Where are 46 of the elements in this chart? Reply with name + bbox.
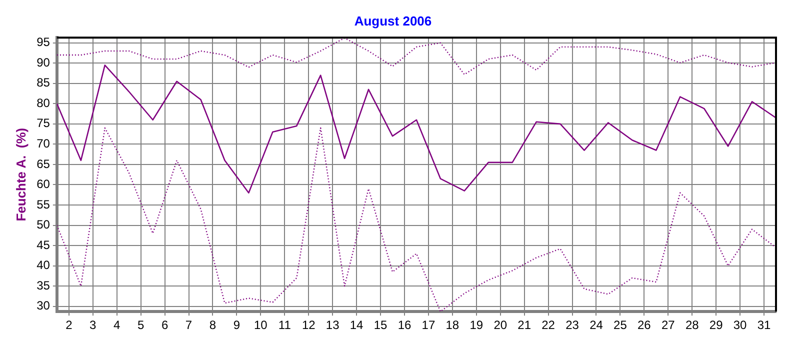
- x-tick-label: 11: [278, 318, 292, 332]
- x-tick-label: 19: [470, 318, 484, 332]
- x-tick-label: 5: [137, 318, 144, 332]
- x-tick-label: 9: [233, 318, 240, 332]
- y-tick-label: 85: [36, 76, 50, 90]
- chart-title: August 2006: [354, 13, 432, 28]
- y-tick-label: 60: [36, 177, 50, 192]
- y-tick-label: 40: [36, 258, 50, 272]
- x-tick-label: 25: [614, 318, 628, 332]
- y-tick-label: 65: [36, 156, 50, 171]
- x-tick-label: 14: [350, 318, 364, 332]
- x-tick-label: 2: [66, 318, 73, 332]
- y-tick-label: 35: [36, 278, 50, 292]
- x-tick-label: 4: [114, 318, 121, 332]
- y-tick-label: 30: [36, 298, 50, 313]
- y-tick-label: 80: [36, 96, 50, 110]
- x-tick-label: 29: [709, 318, 724, 332]
- x-tick-label: 22: [542, 318, 556, 332]
- x-tick-label: 16: [398, 318, 412, 332]
- y-tick-label: 55: [36, 197, 50, 212]
- x-tick-label: 7: [185, 318, 192, 332]
- y-axis-title: Feuchte A. (%): [13, 128, 28, 222]
- y-tick-label: 90: [36, 55, 50, 70]
- x-tick-label: 13: [326, 318, 340, 332]
- x-tick-label: 30: [733, 318, 748, 332]
- x-tick-label: 23: [566, 318, 580, 332]
- x-tick-label: 21: [518, 318, 532, 332]
- x-tick-label: 12: [302, 318, 316, 332]
- x-tick-label: 17: [422, 318, 436, 332]
- x-tick-label: 26: [637, 318, 652, 332]
- x-tick-label: 24: [590, 318, 604, 332]
- x-tick-label: 6: [161, 318, 168, 332]
- x-tick-label: 20: [494, 318, 508, 332]
- x-tick-label: 8: [209, 318, 216, 332]
- y-tick-label: 45: [36, 238, 50, 252]
- x-tick-label: 15: [374, 318, 388, 332]
- y-tick-label: 70: [36, 136, 50, 151]
- x-tick-label: 27: [661, 318, 676, 332]
- x-tick-label: 18: [446, 318, 460, 332]
- y-tick-label: 50: [36, 218, 50, 232]
- x-tick-label: 31: [757, 318, 772, 332]
- y-tick-label: 75: [36, 116, 50, 130]
- y-tick-label: 95: [36, 35, 50, 50]
- x-tick-label: 28: [685, 318, 700, 332]
- x-tick-label: 3: [90, 318, 97, 332]
- x-tick-label: 10: [254, 318, 268, 332]
